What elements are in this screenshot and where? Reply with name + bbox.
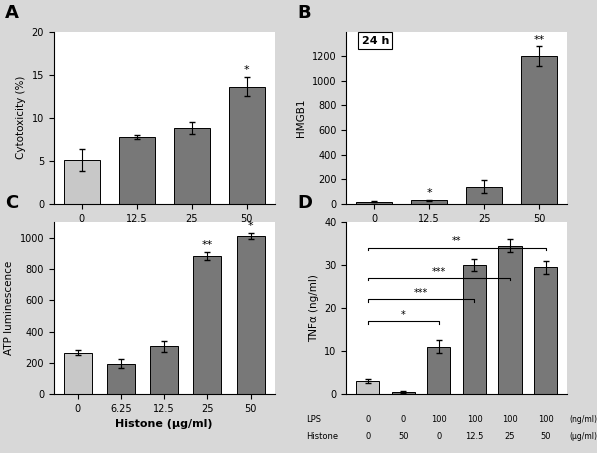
- Y-axis label: TNFα (ng/ml): TNFα (ng/ml): [309, 274, 319, 342]
- Text: **: **: [452, 236, 461, 246]
- Text: 0: 0: [365, 432, 371, 441]
- Bar: [193, 256, 221, 394]
- Bar: [427, 347, 451, 394]
- Bar: [356, 202, 392, 204]
- Text: 0: 0: [436, 432, 442, 441]
- Bar: [150, 347, 179, 394]
- Text: 24 h: 24 h: [362, 36, 389, 46]
- Y-axis label: Cytotoxicity (%): Cytotoxicity (%): [16, 76, 26, 159]
- Text: A: A: [5, 4, 19, 22]
- Bar: [534, 267, 557, 394]
- Bar: [466, 187, 502, 204]
- Text: *: *: [401, 310, 406, 320]
- Text: 100: 100: [467, 415, 482, 424]
- Bar: [498, 246, 522, 394]
- X-axis label: Histone (μg/ml): Histone (μg/ml): [115, 419, 213, 429]
- Bar: [463, 265, 486, 394]
- Text: (μg/ml): (μg/ml): [570, 432, 597, 441]
- Text: 25: 25: [505, 432, 515, 441]
- Text: 0: 0: [401, 415, 406, 424]
- Bar: [229, 87, 264, 204]
- Bar: [411, 200, 447, 204]
- Text: 0: 0: [365, 415, 371, 424]
- Text: (ng/ml): (ng/ml): [570, 415, 597, 424]
- Text: ***: ***: [414, 288, 428, 298]
- Text: 100: 100: [431, 415, 447, 424]
- Bar: [64, 160, 100, 204]
- Text: 12.5: 12.5: [465, 432, 484, 441]
- Text: ***: ***: [432, 267, 446, 277]
- X-axis label: Histone (μg/ml): Histone (μg/ml): [408, 229, 506, 239]
- Bar: [64, 352, 92, 394]
- Bar: [174, 128, 210, 204]
- Y-axis label: HMGB1: HMGB1: [296, 99, 306, 137]
- Text: 50: 50: [398, 432, 408, 441]
- Bar: [107, 364, 135, 394]
- Text: 100: 100: [538, 415, 553, 424]
- Text: *: *: [244, 65, 250, 75]
- Bar: [392, 392, 415, 394]
- Text: LPS: LPS: [306, 415, 322, 424]
- Bar: [236, 236, 264, 394]
- Text: C: C: [5, 194, 19, 212]
- Text: *: *: [248, 221, 253, 231]
- Text: 50: 50: [540, 432, 551, 441]
- Text: **: **: [202, 240, 213, 250]
- Text: Histone: Histone: [306, 432, 338, 441]
- Text: 100: 100: [502, 415, 518, 424]
- X-axis label: Histone (μg/ml): Histone (μg/ml): [115, 229, 213, 239]
- Y-axis label: ATP luminescence: ATP luminescence: [4, 261, 14, 355]
- Text: *: *: [426, 188, 432, 198]
- Text: D: D: [298, 194, 313, 212]
- Text: **: **: [534, 34, 545, 45]
- Bar: [119, 137, 155, 204]
- Bar: [521, 56, 557, 204]
- Bar: [356, 381, 380, 394]
- Text: B: B: [298, 4, 311, 22]
